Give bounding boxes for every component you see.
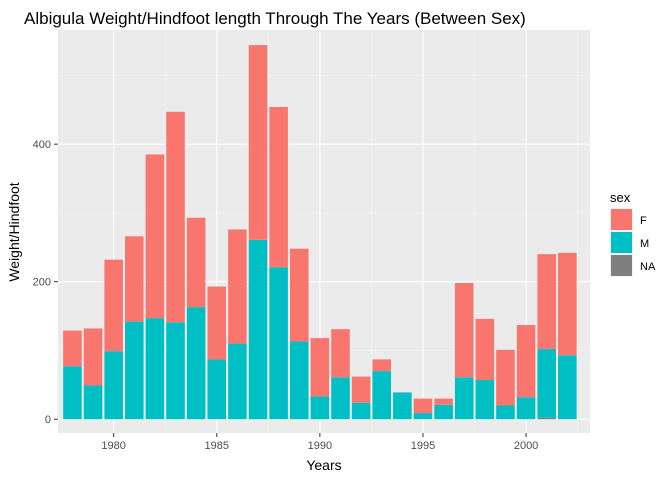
x-axis-title: Years — [306, 457, 341, 473]
bar-f-1997 — [454, 283, 474, 378]
bar-f-1986 — [228, 229, 247, 344]
legend-label-na: NA — [640, 261, 656, 273]
bar-m-1984 — [186, 307, 206, 420]
bar-f-1992 — [351, 376, 371, 403]
bar-f-1981 — [125, 236, 144, 322]
bar-m-1999 — [496, 405, 515, 420]
x-tick-label: 1980 — [101, 440, 125, 452]
bar-m-2000 — [516, 397, 536, 420]
y-tick-label: 400 — [33, 139, 51, 151]
bars — [63, 45, 577, 420]
y-axis-title: Weight/Hindfoot — [6, 182, 22, 281]
bar-f-1989 — [289, 248, 309, 342]
bar-m-1998 — [475, 380, 495, 420]
bar-f-1995 — [413, 398, 433, 414]
bar-m-1987 — [248, 239, 268, 420]
legend: sex FM NA — [610, 190, 656, 277]
bar-f-1978 — [63, 330, 82, 367]
bar-f-1987 — [248, 45, 268, 240]
bar-f-1991 — [331, 329, 350, 378]
bar-f-1993 — [372, 359, 392, 372]
bar-f-1999 — [496, 349, 515, 406]
x-tick-label: 1995 — [411, 440, 435, 452]
x-axis: 1980 1985 1990 1995 2000 — [101, 433, 538, 452]
bar-na-2001 — [537, 417, 556, 420]
bar-m-1996 — [434, 404, 453, 420]
legend-title: sex — [610, 190, 631, 205]
bar-m-1992 — [351, 402, 371, 420]
bar-m-2002 — [558, 355, 577, 420]
legend-label-m: M — [640, 238, 649, 250]
x-tick-label: 1990 — [308, 440, 332, 452]
bar-m-1985 — [207, 359, 227, 420]
legend-label-f: F — [640, 215, 647, 227]
bar-m-2001 — [537, 349, 556, 418]
bar-m-1980 — [104, 351, 123, 420]
y-tick-label: 200 — [33, 277, 51, 289]
bar-f-2002 — [558, 252, 577, 356]
bar-f-1984 — [186, 217, 206, 308]
bar-f-1985 — [207, 286, 227, 360]
bar-f-1990 — [310, 338, 330, 397]
bar-f-2001 — [537, 254, 556, 350]
x-tick-label: 1985 — [205, 440, 229, 452]
bar-f-1988 — [269, 107, 288, 268]
bar-m-1986 — [228, 343, 247, 420]
bar-f-1998 — [475, 318, 495, 381]
bar-m-1979 — [83, 385, 103, 420]
y-axis: 0 200 400 — [33, 139, 58, 426]
legend-key-m — [611, 232, 632, 253]
bar-m-1994 — [393, 392, 412, 420]
bar-m-1988 — [269, 267, 288, 420]
bar-m-1991 — [331, 377, 350, 420]
bar-m-1983 — [166, 322, 185, 420]
legend-key-na — [611, 255, 632, 276]
bar-f-1982 — [145, 154, 165, 319]
bar-m-1993 — [372, 371, 392, 420]
bar-f-1996 — [434, 398, 453, 405]
bar-m-1990 — [310, 396, 330, 420]
chart-title: Albigula Weight/Hindfoot length Through … — [24, 9, 526, 28]
legend-key-f — [611, 209, 632, 230]
bar-f-1979 — [83, 328, 103, 386]
bar-m-1995 — [413, 413, 433, 420]
bar-m-1981 — [125, 321, 144, 420]
bar-m-1997 — [454, 377, 474, 420]
bar-m-1978 — [63, 366, 82, 420]
bar-f-2000 — [516, 325, 536, 398]
bar-m-1982 — [145, 318, 165, 420]
bar-m-1989 — [289, 341, 309, 420]
y-tick-label: 0 — [45, 414, 51, 426]
x-tick-label: 2000 — [514, 440, 538, 452]
bar-f-1983 — [166, 111, 185, 323]
bar-f-1980 — [104, 259, 123, 352]
